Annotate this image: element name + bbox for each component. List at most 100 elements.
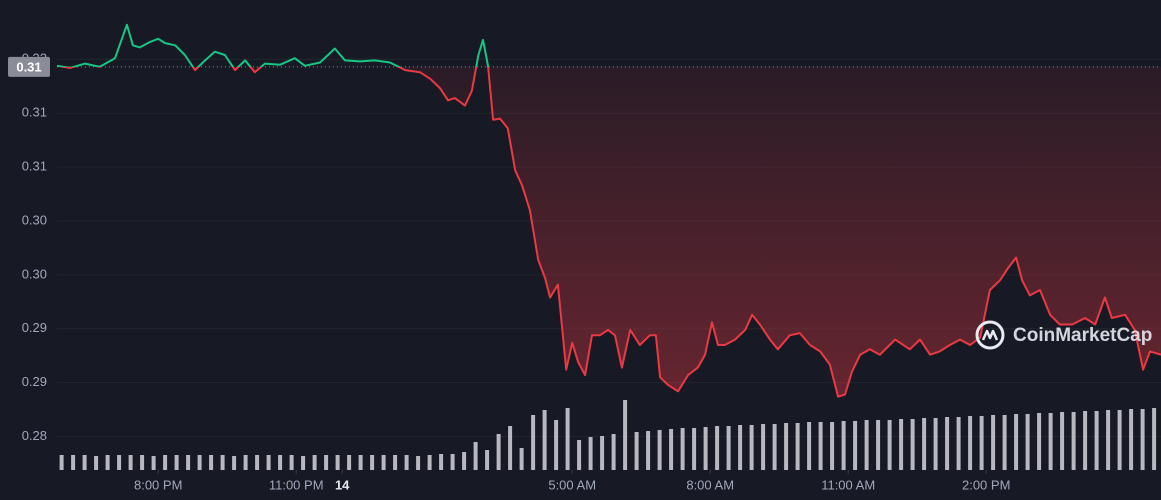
volume-bar [324, 455, 329, 470]
volume-bar [128, 455, 133, 470]
volume-bar [887, 420, 892, 470]
price-tag-label: 0.31 [16, 59, 41, 74]
x-tick-label: 14 [335, 477, 350, 492]
volume-bar [577, 440, 582, 470]
volume-bar [634, 432, 639, 470]
volume-bar [1037, 413, 1042, 470]
volume-bar [991, 415, 996, 470]
volume-bar [910, 419, 915, 470]
volume-bar [692, 428, 697, 470]
volume-bar [715, 426, 720, 470]
volume-bar [117, 455, 122, 470]
volume-bar [876, 420, 881, 470]
volume-bar [462, 452, 467, 470]
volume-bar [358, 455, 363, 470]
volume-bar [289, 455, 294, 470]
volume-bar [232, 456, 237, 470]
volume-bar [71, 455, 76, 470]
price-line [56, 23, 1161, 398]
volume-bar [542, 410, 547, 470]
volume-bar [726, 426, 731, 470]
y-tick-label: 0.31 [22, 105, 47, 120]
volume-bar [968, 416, 973, 470]
volume-bar [1117, 410, 1122, 470]
volume-bar [1152, 408, 1157, 470]
volume-bar [1071, 412, 1076, 470]
volume-bar [922, 418, 927, 470]
volume-bar [807, 422, 812, 470]
volume-bar [738, 425, 743, 470]
volume-bar [519, 448, 524, 470]
volume-bar [393, 455, 398, 470]
volume-bar [554, 420, 559, 470]
volume-bar [151, 456, 156, 470]
x-tick-label: 5:00 AM [548, 477, 596, 492]
volume-bar [496, 434, 501, 470]
volume-bar [600, 436, 605, 470]
volume-bar [646, 431, 651, 470]
volume-bar [1014, 414, 1019, 470]
volume-bar [485, 450, 490, 470]
volume-bar [956, 417, 961, 470]
volume-bar [381, 455, 386, 470]
volume-bar [416, 456, 421, 470]
y-tick-label: 0.30 [22, 212, 47, 227]
volume-bar [703, 427, 708, 470]
volume-bar [680, 428, 685, 470]
y-tick-label: 0.31 [22, 159, 47, 174]
volume-bar [59, 455, 64, 470]
volume-bar [864, 420, 869, 470]
volume-bar [1106, 410, 1111, 470]
volume-bar [761, 424, 766, 470]
volume-bar [945, 417, 950, 470]
volume-bar [611, 434, 616, 470]
volume-bar [220, 455, 225, 470]
volume-bar [174, 455, 179, 470]
volume-bar [841, 421, 846, 470]
volume-bar [312, 455, 317, 470]
x-tick-label: 11:00 PM [269, 477, 324, 492]
volume-bar [508, 426, 513, 470]
volume-bars [59, 400, 1157, 470]
price-tag [8, 56, 50, 77]
volume-bar [830, 422, 835, 470]
area-fill [57, 66, 1161, 397]
y-tick-label: 0.29 [22, 374, 47, 389]
volume-bar [335, 455, 340, 470]
volume-bar [243, 455, 248, 470]
volume-bar [105, 455, 110, 470]
volume-bar [1025, 414, 1030, 470]
volume-bar [1048, 413, 1053, 470]
volume-bar [370, 455, 375, 470]
volume-bar [301, 456, 306, 470]
volume-bar [749, 425, 754, 470]
y-tick-label: 0.30 [22, 266, 47, 281]
volume-bar [1129, 409, 1134, 470]
watermark: CoinMarketCap [975, 320, 1152, 350]
volume-bar [82, 455, 87, 470]
volume-bar [266, 455, 271, 470]
x-tick-label: 8:00 AM [686, 477, 734, 492]
volume-bar [588, 437, 593, 470]
x-tick-label: 8:00 PM [134, 477, 182, 492]
volume-bar [772, 424, 777, 470]
volume-bar [623, 400, 628, 470]
y-tick-label: 0.29 [22, 320, 47, 335]
volume-bar [450, 454, 455, 470]
volume-bar [899, 419, 904, 470]
volume-bar [1094, 411, 1099, 470]
volume-bar [347, 455, 352, 470]
price-line [56, 23, 1161, 398]
volume-bar [278, 455, 283, 470]
volume-bar [818, 422, 823, 470]
volume-bar [1083, 411, 1088, 470]
axes: 0.280.290.290.300.300.310.310.328:00 PM1… [8, 51, 1010, 492]
volume-bar [979, 416, 984, 470]
x-tick-label: 2:00 PM [962, 477, 1010, 492]
volume-bar [784, 423, 789, 470]
x-tick-label: 11:00 AM [821, 477, 875, 492]
volume-bar [933, 418, 938, 470]
volume-bar [94, 456, 99, 470]
